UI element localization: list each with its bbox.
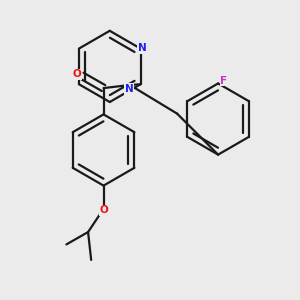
Text: O: O	[73, 69, 82, 79]
Text: N: N	[138, 43, 146, 53]
Text: N: N	[124, 84, 133, 94]
Text: O: O	[100, 206, 109, 215]
Text: F: F	[220, 76, 227, 86]
